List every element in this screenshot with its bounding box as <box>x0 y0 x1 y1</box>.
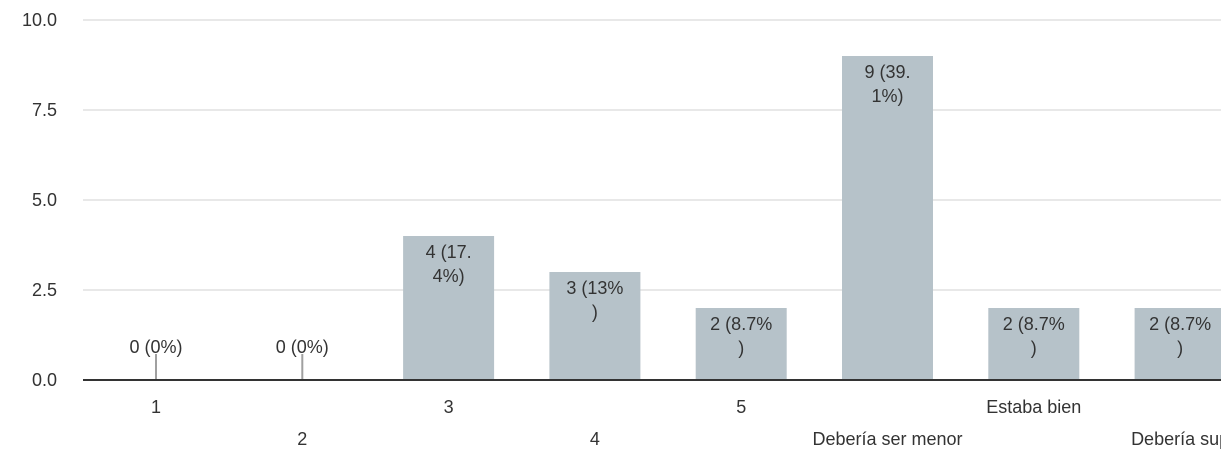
x-category-label: 2 <box>297 429 307 449</box>
x-category-label: Debería ser menor <box>812 429 962 449</box>
bar-data-label-line: 0 (0%) <box>276 337 329 357</box>
gridlines <box>83 19 1221 291</box>
x-category-label: Debería sup <box>1131 429 1221 449</box>
bar-data-label-line: ) <box>592 302 598 322</box>
bar-data-label-line: 2 (8.7% <box>1149 314 1211 334</box>
bar-data-label: 4 (17. 4%) <box>426 242 472 286</box>
bar-data-label-line: 3 (13% <box>566 278 623 298</box>
bar-data-label-line: 0 (0%) <box>129 337 182 357</box>
bar-data-label-line: ) <box>1031 338 1037 358</box>
y-tick-label: 0.0 <box>32 370 57 390</box>
x-category-label: 1 <box>151 397 161 417</box>
y-tick-label: 7.5 <box>32 100 57 120</box>
bar-data-label: 0 (0%) <box>129 337 182 357</box>
bar <box>695 308 787 380</box>
bar-data-label: 3 (13%) <box>566 278 623 322</box>
x-category-label: 5 <box>736 397 746 417</box>
bar <box>403 236 495 380</box>
y-axis-ticks: 0.0 2.5 5.0 7.5 10.0 <box>22 10 57 390</box>
bar-data-label-line: 4 (17. <box>426 242 472 262</box>
bar-data-label: 2 (8.7%) <box>1003 314 1065 358</box>
bar <box>1134 308 1221 380</box>
bar-data-label-line: 2 (8.7% <box>1003 314 1065 334</box>
x-category-label: Estaba bien <box>986 397 1081 417</box>
bar-data-label: 2 (8.7%) <box>710 314 772 358</box>
x-category-label: 4 <box>590 429 600 449</box>
bar-data-label-line: 2 (8.7% <box>710 314 772 334</box>
bar-data-label-line: 9 (39. <box>864 62 910 82</box>
bars <box>155 56 1221 380</box>
x-axis-ticks: 1 2 3 4 5 Debería ser menor Estaba bien Debería… <box>151 397 1221 449</box>
bar-data-label: 2 (8.7%) <box>1149 314 1211 358</box>
y-tick-label: 10.0 <box>22 10 57 30</box>
bar-data-label: 0 (0%) <box>276 337 329 357</box>
bar <box>988 308 1080 380</box>
y-tick-label: 2.5 <box>32 280 57 300</box>
x-category-label: 3 <box>444 397 454 417</box>
bar <box>842 56 933 380</box>
bar <box>549 272 641 380</box>
y-tick-label: 5.0 <box>32 190 57 210</box>
bar-data-label-line: 4%) <box>433 266 465 286</box>
bar-data-label-line: ) <box>738 338 744 358</box>
bar-data-label: 9 (39. 1%) <box>864 62 910 106</box>
bar-data-label-line: ) <box>1177 338 1183 358</box>
bar-labels: 0 (0%) 0 (0%)4 (17. 4%)3 (13%)2 (8.7%)9 (3… <box>129 62 1211 358</box>
bar-data-label-line: 1%) <box>871 86 903 106</box>
